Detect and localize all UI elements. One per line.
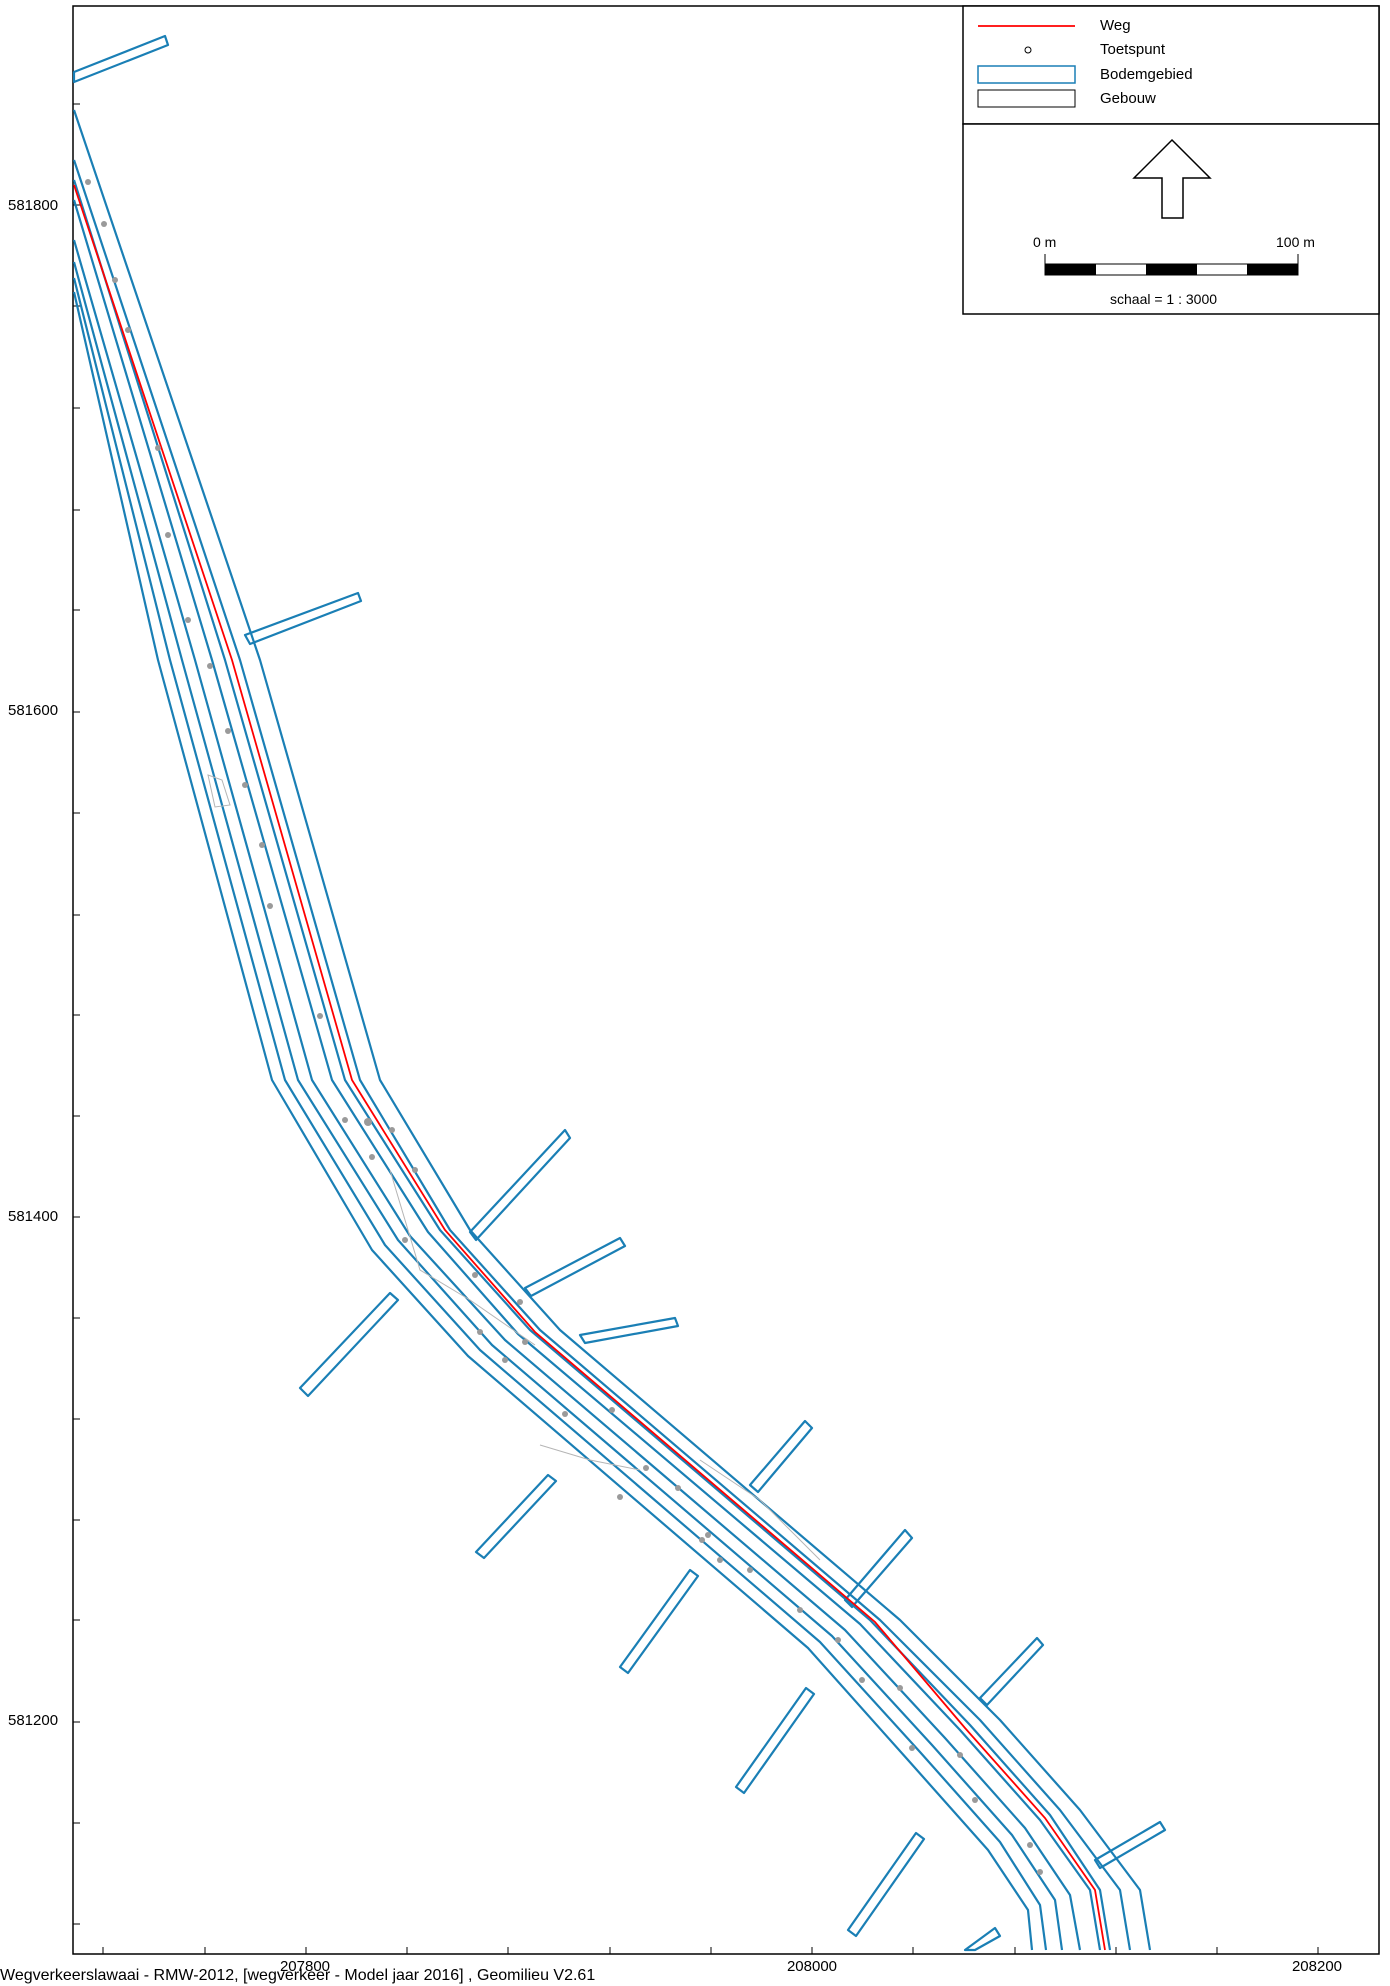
y-label-581800: 581800: [8, 197, 59, 214]
scale-end-label: 100 m: [1276, 234, 1315, 250]
x-axis-ticks: [102, 1947, 1319, 1954]
ground-area-lane-left-3: [72, 277, 1048, 1951]
side-street-12: [843, 1528, 914, 1609]
legend-label-point: Toetspunt: [1100, 41, 1166, 58]
ground-area-lane-left-1: [72, 239, 1082, 1951]
map-frame: [72, 5, 1380, 1955]
north-arrow-icon: [1132, 138, 1212, 219]
side-street-7: [474, 1473, 558, 1560]
legend-box: [962, 5, 1380, 125]
legend-ground-symbol: [977, 65, 1076, 84]
legend-label-road: Weg: [1100, 17, 1131, 34]
side-street-9: [734, 1686, 816, 1795]
y-axis-ticks: [73, 103, 80, 1925]
reference-lines: [207, 774, 821, 1561]
scale-box: [962, 123, 1380, 315]
footer-text: Wegverkeerslawaai - RMW-2012, [wegverkee…: [0, 1967, 596, 1984]
y-label-581400: 581400: [8, 1208, 59, 1225]
x-label-208200: 208200: [1291, 1958, 1343, 1975]
legend-label-ground: Bodemgebied: [1100, 66, 1193, 83]
side-street-2: [243, 591, 363, 646]
road-line: [73, 184, 1106, 1951]
side-street-10: [846, 1831, 926, 1938]
ground-area-lane-right-1: [72, 179, 1112, 1951]
ground-area-outer-right: [72, 109, 1152, 1951]
ground-area-lane-left-2: [72, 261, 1064, 1951]
ground-area-outer-left: [72, 291, 1034, 1951]
side-street-11: [748, 1419, 814, 1494]
ground-area-lane-right-2: [72, 199, 1102, 1951]
side-street-3: [468, 1128, 572, 1242]
legend-building-symbol: [977, 89, 1076, 108]
scale-ratio-label: schaal = 1 : 3000: [1110, 291, 1218, 307]
ground-area-outer-right-inner: [72, 159, 1132, 1951]
legend-label-building: Gebouw: [1100, 90, 1156, 107]
side-street-15: [963, 1926, 1002, 1952]
scale-start-label: 0 m: [1033, 234, 1057, 250]
side-street-4: [523, 1236, 627, 1298]
side-street-1: [72, 34, 170, 84]
side-street-13: [978, 1636, 1045, 1707]
side-street-6: [298, 1291, 400, 1398]
legend-point-symbol: [1024, 46, 1032, 54]
side-street-8: [618, 1568, 700, 1675]
x-label-207800: 207800: [279, 1958, 331, 1975]
assessment-points: [85, 179, 1043, 1875]
ground-areas: [72, 34, 1167, 1952]
side-street-14: [1093, 1820, 1167, 1870]
x-label-208000: 208000: [786, 1958, 838, 1975]
y-label-581200: 581200: [8, 1712, 59, 1729]
y-label-581600: 581600: [8, 702, 59, 719]
side-street-5: [578, 1316, 680, 1345]
